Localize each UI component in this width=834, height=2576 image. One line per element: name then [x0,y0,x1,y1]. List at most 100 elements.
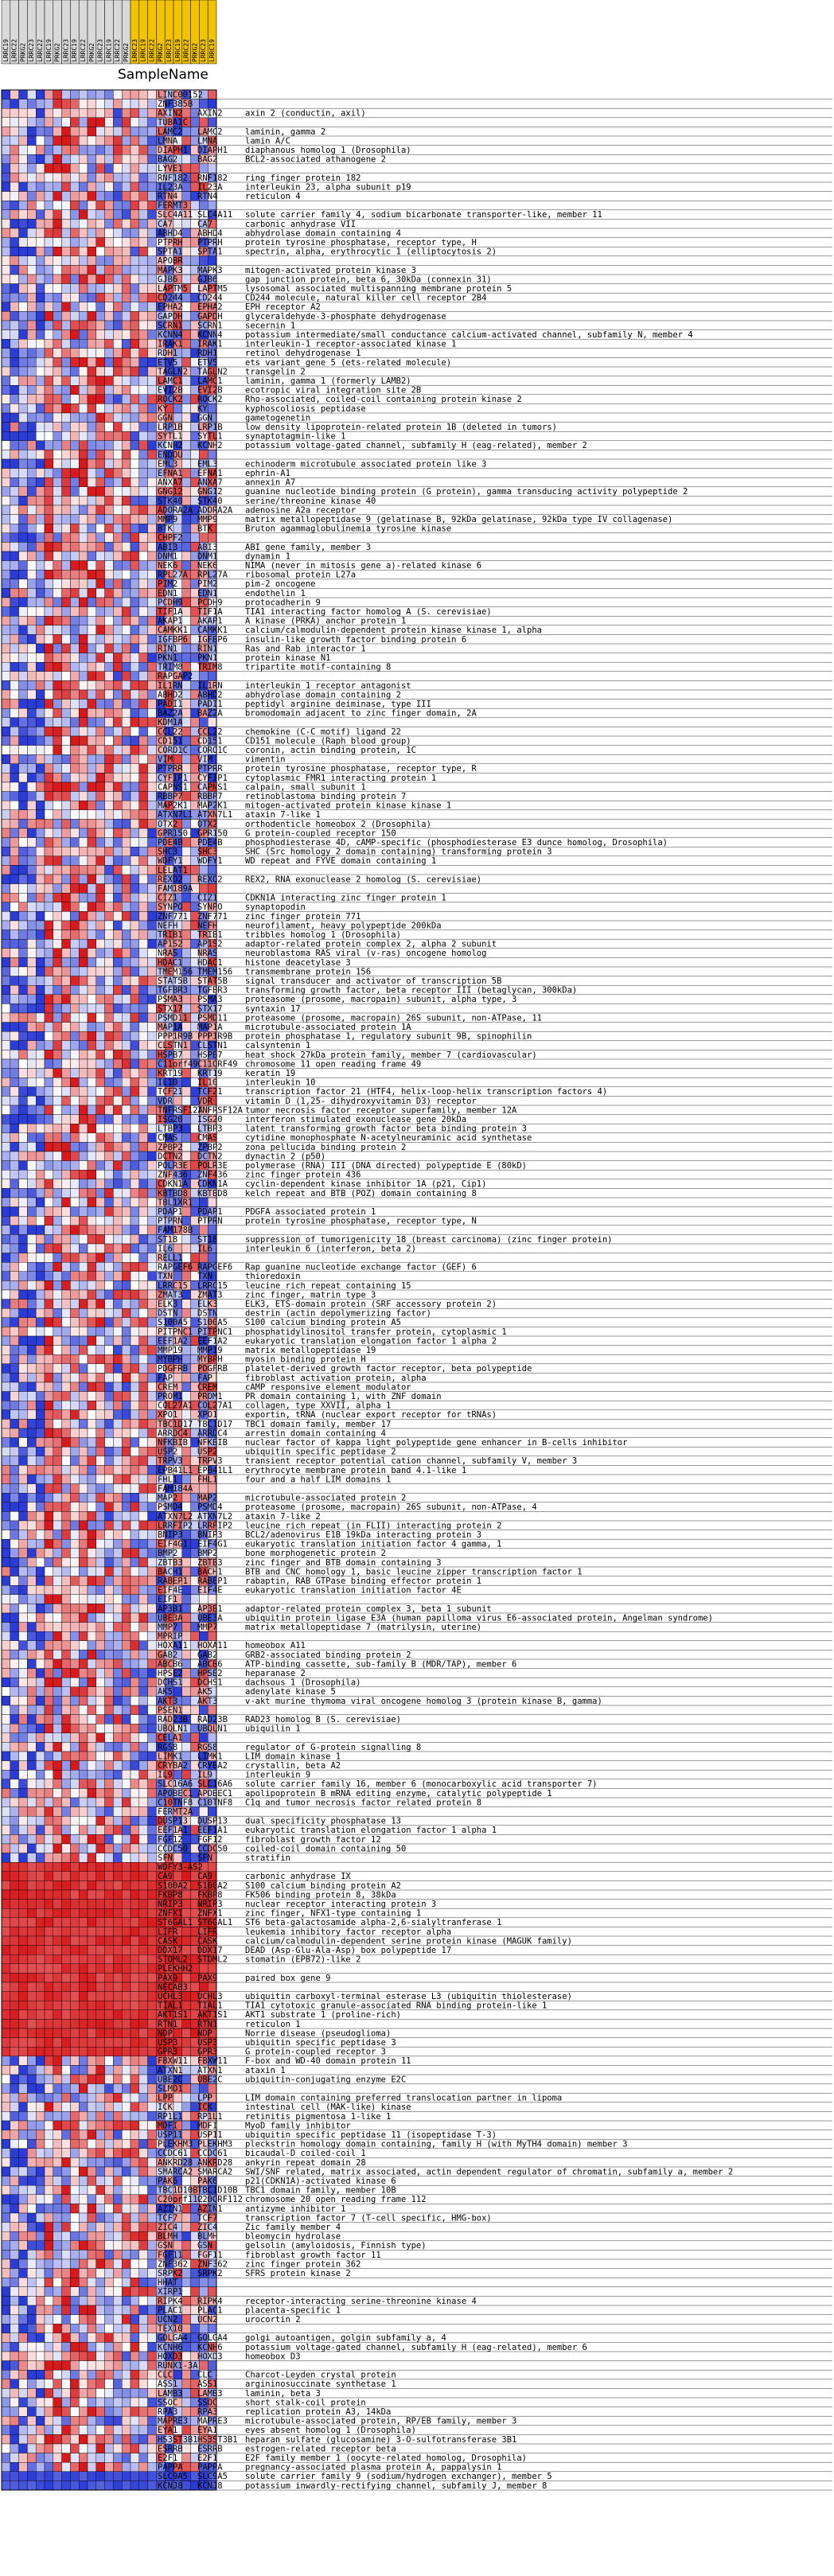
heatmap-cell [18,1658,28,1669]
heatmap-cell [121,1815,131,1826]
heatmap-cell [121,219,131,229]
heatmap-cell [95,1631,105,1641]
heatmap-cell [138,976,148,986]
heatmap-cell [70,1105,80,1115]
heatmap-cell [70,1299,80,1309]
heatmap-cell [10,929,19,940]
heatmap-cell [138,1511,148,1522]
heatmap-cell [27,1400,37,1410]
heatmap-cell [36,1271,45,1281]
heatmap-cell [36,191,45,201]
heatmap-cell [36,1714,45,1724]
heatmap-cell [113,237,123,247]
heatmap-cell [78,283,88,294]
heatmap-cell [18,938,28,949]
heatmap-cell [104,1012,114,1023]
heatmap-cell [27,1012,37,1023]
heatmap-cell [95,920,105,930]
heatmap-cell [147,1354,157,1364]
heatmap-cell [44,505,54,515]
heatmap-cell [44,1538,54,1549]
heatmap-cell [44,754,54,765]
heatmap-cell [147,625,157,635]
heatmap-cell [113,1668,123,1678]
heatmap-cell [104,735,114,746]
heatmap-cell [121,801,131,811]
heatmap-cell [147,1234,157,1245]
heatmap-cell [113,745,123,755]
heatmap-cell [87,643,97,653]
heatmap-cell [121,1650,131,1660]
heatmap-cell [173,1373,183,1383]
heatmap-cell [70,1363,80,1374]
heatmap-cell [70,966,80,976]
heatmap-cell [44,247,54,257]
heatmap-cell [95,1853,105,1863]
heatmap-cell [87,1004,97,1014]
heatmap-cell [130,625,140,635]
heatmap-cell [104,1160,114,1171]
heatmap-cell [138,181,148,192]
heatmap-cell [27,173,37,183]
sample-name-header: SampleName [118,67,208,83]
heatmap-cell [61,948,71,958]
heatmap-cell [138,1105,148,1115]
heatmap-cell [121,1040,131,1050]
heatmap-cell [95,293,105,303]
heatmap-cell [61,1151,71,1161]
heatmap-cell [130,1530,140,1540]
heatmap-cell [36,551,45,561]
heatmap-cell [87,754,97,765]
heatmap-cell [138,1658,148,1669]
heatmap-cell [18,1769,28,1779]
heatmap-cell [53,89,62,99]
heatmap-cell [53,1345,62,1355]
heatmap-cell [44,828,54,838]
heatmap-cell [61,902,71,912]
heatmap-cell [44,302,54,312]
heatmap-cell [78,1040,88,1050]
heatmap-cell [61,135,71,146]
heatmap-cell [138,1215,148,1226]
heatmap-cell [78,496,88,506]
heatmap-cell [147,1908,157,1918]
heatmap-cell [190,163,200,173]
heatmap-cell [18,228,28,238]
heatmap-cell [27,1068,37,1078]
heatmap-cell [53,1086,62,1097]
heatmap-cell [53,1400,62,1410]
heatmap-cell [70,1538,80,1549]
heatmap-cell [104,1327,114,1337]
heatmap-cell [61,311,71,322]
heatmap-cell [113,763,123,774]
heatmap-cell [27,1169,37,1179]
heatmap-cell [1,1714,11,1724]
heatmap-cell [70,1465,80,1475]
heatmap-cell [95,1584,105,1595]
heatmap-cell [78,1806,88,1817]
heatmap-cell [44,837,54,848]
heatmap-cell [199,1631,208,1641]
heatmap-cell [130,1215,140,1226]
heatmap-cell [27,1114,37,1124]
heatmap-cell [36,966,45,976]
heatmap-cell [87,1446,97,1456]
heatmap-cell [113,1548,123,1558]
heatmap-cell [138,247,148,257]
heatmap-cell [70,1373,80,1383]
heatmap-cell [27,1548,37,1558]
heatmap-cell [36,1307,45,1318]
heatmap-cell [53,699,62,709]
heatmap-cell [95,763,105,774]
heatmap-cell [208,1197,217,1207]
heatmap-cell [87,1225,97,1235]
heatmap-cell [130,735,140,746]
heatmap-cell [104,929,114,940]
column-label: LRRC22 [148,39,155,62]
heatmap-cell [95,1409,105,1420]
heatmap-cell [44,1843,54,1853]
heatmap-cell [147,191,157,201]
heatmap-cell [173,1243,183,1253]
heatmap-cell [95,1843,105,1853]
heatmap-cell [44,1419,54,1429]
